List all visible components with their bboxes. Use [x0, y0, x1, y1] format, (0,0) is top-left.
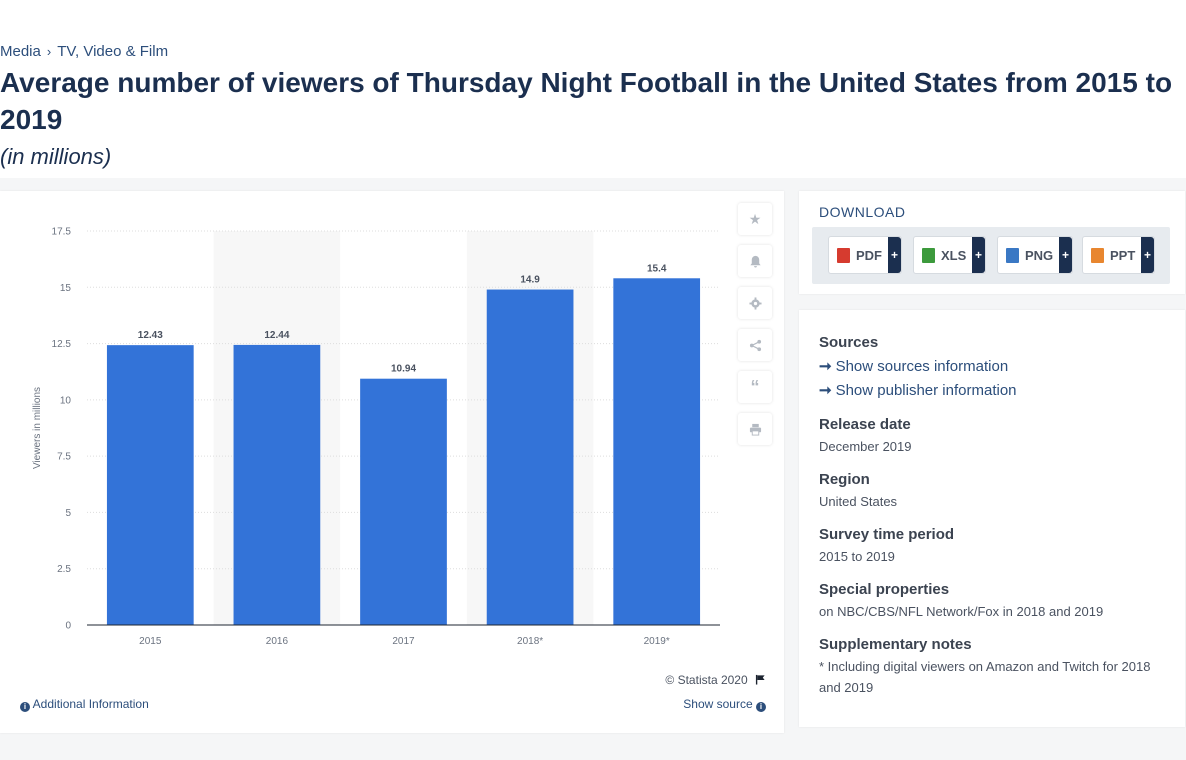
- region-value: United States: [819, 494, 898, 509]
- bell-icon: [749, 255, 761, 268]
- download-pdf-label: PDF: [856, 247, 882, 263]
- supplementary-notes-value: * Including digital viewers on Amazon an…: [819, 659, 1151, 695]
- x-tick-label: 2018*: [517, 636, 543, 647]
- show-sources-label: Show sources information: [835, 358, 1009, 375]
- special-properties-value: on NBC/CBS/NFL Network/Fox in 2018 and 2…: [819, 604, 1104, 619]
- favorite-button[interactable]: ★: [738, 203, 772, 235]
- breadcrumb-separator: ›: [46, 44, 52, 59]
- arrow-right-icon: ➞: [819, 382, 832, 399]
- download-ppt-label: PPT: [1110, 247, 1136, 263]
- y-tick-label: 5: [65, 508, 71, 519]
- info-icon: i: [756, 702, 766, 712]
- breadcrumb-media[interactable]: Media: [0, 43, 41, 60]
- data-label: 10.94: [391, 364, 416, 375]
- show-sources-link[interactable]: ➞ Show sources information: [819, 357, 1008, 375]
- settings-button[interactable]: [738, 287, 772, 319]
- plus-icon[interactable]: +: [1141, 237, 1154, 273]
- download-xls-label: XLS: [941, 247, 967, 263]
- print-button[interactable]: [738, 413, 772, 445]
- data-label: 12.43: [138, 330, 163, 341]
- release-date-heading: Release date: [819, 416, 911, 433]
- info-icon: i: [20, 702, 30, 712]
- copyright-text: © Statista 2020: [665, 673, 748, 687]
- download-xls-button[interactable]: XLS +: [913, 236, 986, 274]
- bar: [106, 345, 194, 625]
- arrow-right-icon: ➞: [819, 358, 832, 375]
- png-file-icon: [1006, 247, 1019, 263]
- y-tick-label: 10: [60, 395, 72, 406]
- special-properties-heading: Special properties: [819, 581, 950, 598]
- xls-file-icon: [922, 247, 935, 263]
- x-tick-label: 2017: [392, 636, 415, 647]
- page-title: Average number of viewers of Thursday Ni…: [0, 67, 1173, 135]
- show-publisher-label: Show publisher information: [835, 382, 1017, 399]
- data-label: 15.4: [647, 263, 667, 274]
- bar: [486, 289, 574, 625]
- star-icon: ★: [748, 210, 762, 227]
- plus-icon[interactable]: +: [888, 237, 901, 273]
- bar-chart: 12.43 12.44 10.94 14.9 15.4 0 2.5 5 7.5 10 12.5 15…: [32, 227, 720, 647]
- download-button-row: PDF + XLS + PNG + PPT +: [812, 227, 1170, 284]
- sources-heading: Sources: [819, 334, 879, 351]
- breadcrumb: Media › TV, Video & Film: [0, 43, 168, 60]
- survey-period-value: 2015 to 2019: [819, 549, 895, 564]
- chart-card: 12.43 12.44 10.94 14.9 15.4 0 2.5 5 7.5 10 12.5 15…: [0, 191, 784, 733]
- y-axis-label: Viewers in millions: [32, 387, 43, 469]
- plus-icon[interactable]: +: [1059, 237, 1072, 273]
- show-publisher-link[interactable]: ➞ Show publisher information: [819, 381, 1017, 399]
- release-date-value: December 2019: [819, 439, 912, 454]
- y-tick-label: 12.5: [52, 339, 72, 350]
- cite-button[interactable]: “: [738, 371, 772, 403]
- gear-icon: [748, 296, 762, 310]
- data-label: 14.9: [520, 275, 540, 286]
- download-ppt-button[interactable]: PPT +: [1082, 236, 1155, 274]
- data-label: 12.44: [264, 330, 289, 341]
- region-heading: Region: [819, 471, 870, 488]
- download-card: DOWNLOAD PDF + XLS + PNG + PPT +: [799, 191, 1185, 294]
- x-tick-label: 2019*: [644, 636, 670, 647]
- bar: [233, 344, 321, 625]
- copyright-notice: © Statista 2020: [665, 673, 766, 687]
- download-pdf-button[interactable]: PDF +: [828, 236, 902, 274]
- additional-information-link[interactable]: i Additional Information: [20, 697, 149, 712]
- show-source-link[interactable]: Show source i: [683, 697, 766, 712]
- statistic-details-card: Sources ➞ Show sources information ➞ Show …: [799, 310, 1185, 727]
- y-tick-label: 17.5: [52, 227, 72, 238]
- flag-icon[interactable]: [755, 674, 766, 685]
- pdf-file-icon: [837, 247, 850, 263]
- download-png-button[interactable]: PNG +: [997, 236, 1073, 274]
- ppt-file-icon: [1091, 247, 1104, 263]
- share-button[interactable]: [738, 329, 772, 361]
- bar: [360, 378, 447, 625]
- page-subtitle: (in millions): [0, 144, 112, 169]
- bar: [613, 278, 701, 625]
- y-tick-label: 2.5: [57, 564, 71, 575]
- show-source-label: Show source: [683, 697, 753, 711]
- plus-icon[interactable]: +: [972, 237, 985, 273]
- print-icon: [749, 423, 761, 436]
- share-icon: [749, 339, 761, 351]
- supplementary-notes-heading: Supplementary notes: [819, 636, 972, 653]
- quote-icon: “: [750, 376, 760, 397]
- additional-information-label: Additional Information: [32, 697, 149, 711]
- download-title: DOWNLOAD: [819, 204, 906, 220]
- download-png-label: PNG: [1025, 247, 1054, 263]
- breadcrumb-tv-video-film[interactable]: TV, Video & Film: [57, 43, 169, 60]
- chart-toolbar: ★ “: [738, 203, 772, 455]
- y-tick-label: 15: [60, 283, 72, 294]
- y-tick-label: 0: [65, 621, 71, 632]
- x-tick-label: 2016: [266, 636, 289, 647]
- x-tick-label: 2015: [139, 636, 162, 647]
- survey-period-heading: Survey time period: [819, 526, 955, 543]
- notification-button[interactable]: [738, 245, 772, 277]
- y-tick-label: 7.5: [57, 452, 71, 463]
